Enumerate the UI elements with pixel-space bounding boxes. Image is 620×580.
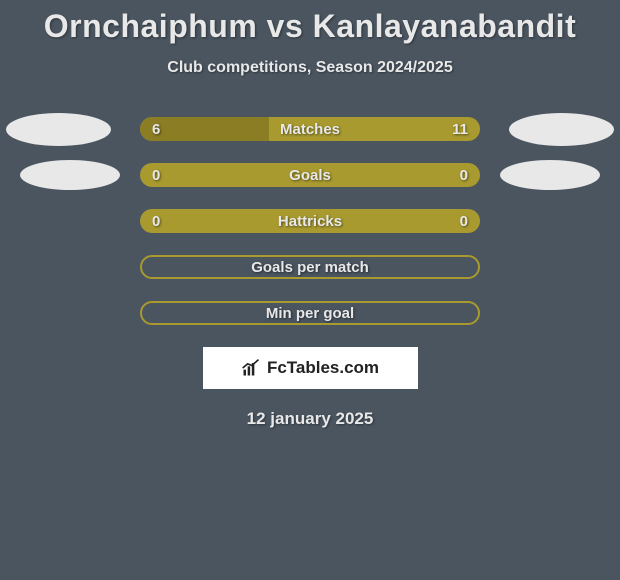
stat-row: 0 0 Hattricks [0,209,620,233]
stat-row: 0 0 Goals [0,163,620,187]
stat-label: Min per goal [266,305,354,322]
stats-list: 6 11 Matches 0 0 Goals 0 0 Hattricks Goals per ma… [0,117,620,325]
stat-bar: Goals per match [140,255,480,279]
snapshot-date: 12 january 2025 [0,409,620,429]
site-logo[interactable]: FcTables.com [203,347,418,389]
stat-value-right: 0 [460,167,468,184]
chart-icon [241,358,261,378]
page-subtitle: Club competitions, Season 2024/2025 [0,59,620,77]
stat-bar: 0 0 Goals [140,163,480,187]
stat-row: Min per goal [0,301,620,325]
page-title: Ornchaiphum vs Kanlayanabandit [0,8,620,45]
stat-label: Goals [289,167,331,184]
player-avatar-right [509,113,614,146]
stat-value-right: 11 [452,121,468,138]
logo-text: FcTables.com [267,358,379,378]
stat-value-left: 0 [152,167,160,184]
stat-value-right: 0 [460,213,468,230]
comparison-card: Ornchaiphum vs Kanlayanabandit Club comp… [0,0,620,429]
player-avatar-left [20,160,120,190]
stat-label: Hattricks [278,213,342,230]
player-avatar-right [500,160,600,190]
stat-bar: 6 11 Matches [140,117,480,141]
stat-bar: 0 0 Hattricks [140,209,480,233]
player-avatar-left [6,113,111,146]
stat-row: 6 11 Matches [0,117,620,141]
stat-label: Matches [280,121,340,138]
stat-bar: Min per goal [140,301,480,325]
stat-label: Goals per match [251,259,369,276]
stat-value-left: 6 [152,121,160,138]
stat-row: Goals per match [0,255,620,279]
stat-value-left: 0 [152,213,160,230]
